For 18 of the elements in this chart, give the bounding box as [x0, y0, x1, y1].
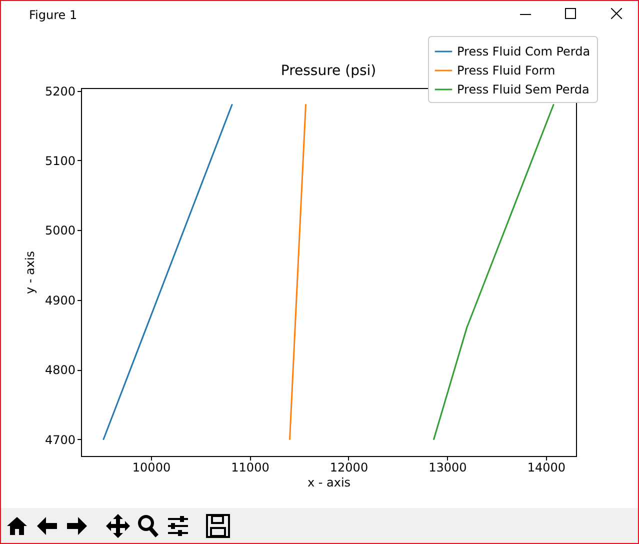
y-tick-label: 5100 — [44, 154, 76, 168]
y-axis-title: y - axis — [22, 250, 37, 294]
legend-label: Press Fluid Sem Perda — [457, 82, 590, 96]
x-tick-label: 14000 — [527, 460, 566, 474]
x-tick-label: 11000 — [231, 460, 270, 474]
x-tick-label: 13000 — [428, 460, 467, 474]
y-tick-label: 5200 — [44, 84, 76, 98]
y-tick-label: 4900 — [44, 293, 76, 308]
x-tick-label: 12000 — [330, 460, 368, 474]
y-tick-label: 4700 — [44, 432, 76, 447]
y-tick-label: 4800 — [44, 363, 76, 378]
x-tick-label: 10000 — [132, 460, 171, 474]
chart-title: Pressure (psi) — [280, 63, 376, 79]
caption: Figure 1 — [29, 8, 78, 22]
legend-label: Press Fluid Com Perda — [457, 44, 590, 58]
y-tick-label: 5000 — [44, 224, 76, 238]
x-axis-title: x - axis — [307, 476, 351, 490]
legend-label: Press Fluid Form — [457, 64, 556, 78]
